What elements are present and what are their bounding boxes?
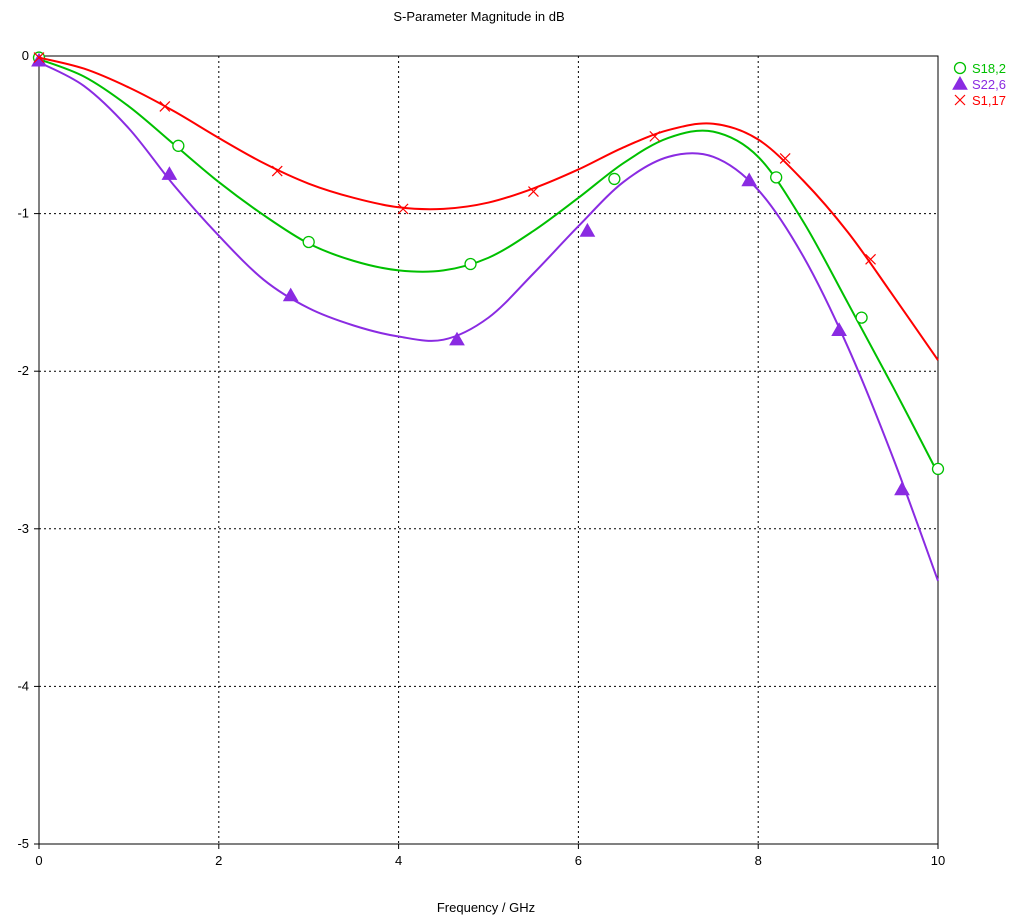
- series-x: [33, 52, 939, 361]
- series-marker: [741, 172, 758, 187]
- x-axis: 0 2 4 6 8 10: [35, 844, 945, 868]
- y-tick-label: -2: [17, 363, 29, 378]
- x-axis-label: Frequency / GHz: [437, 900, 535, 915]
- series-line: [38, 58, 939, 475]
- series-marker: [931, 462, 945, 476]
- series-marker: [865, 253, 876, 265]
- legend-label: S18,2: [972, 61, 1006, 76]
- legend-marker: [953, 61, 967, 75]
- x-tick-label: 6: [575, 853, 582, 868]
- series-marker: [649, 130, 661, 142]
- series-marker: [271, 165, 283, 177]
- legend-label: S1,17: [972, 93, 1006, 108]
- y-tick-label: 0: [22, 48, 29, 63]
- x-tick-label: 4: [395, 853, 402, 868]
- y-tick-label: -5: [17, 836, 29, 851]
- series: [31, 51, 945, 582]
- series-triangle: [31, 52, 939, 582]
- series-marker: [282, 287, 299, 302]
- legend-marker: [954, 94, 966, 106]
- series-marker: [528, 186, 539, 197]
- series-marker: [779, 153, 791, 164]
- series-marker: [579, 222, 596, 237]
- series-marker: [33, 52, 45, 64]
- x-tick-label: 10: [931, 853, 945, 868]
- series-marker: [770, 171, 783, 184]
- chart-title: S-Parameter Magnitude in dB: [393, 9, 564, 24]
- series-marker: [161, 166, 178, 180]
- grid: [39, 56, 938, 844]
- series-marker: [449, 331, 465, 346]
- series-marker: [31, 52, 47, 67]
- series-line: [38, 56, 939, 361]
- series-marker: [894, 481, 910, 496]
- series-marker: [302, 235, 315, 249]
- legend-marker: [952, 75, 968, 90]
- series-marker: [464, 257, 477, 271]
- series-marker: [172, 139, 185, 152]
- x-tick-label: 8: [755, 853, 762, 868]
- x-tick-label: 0: [35, 853, 42, 868]
- y-tick-label: -1: [17, 206, 29, 221]
- y-tick-label: -4: [17, 678, 29, 693]
- series-marker: [831, 322, 847, 336]
- plot-frame: [38, 55, 939, 845]
- series-line: [38, 61, 939, 582]
- y-tick-label: -3: [17, 521, 29, 536]
- legend-label: S22,6: [972, 77, 1006, 92]
- x-tick-label: 2: [215, 853, 222, 868]
- series-marker: [855, 311, 868, 324]
- series-marker: [159, 101, 171, 112]
- series-marker: [608, 172, 621, 186]
- series-marker: [397, 203, 409, 215]
